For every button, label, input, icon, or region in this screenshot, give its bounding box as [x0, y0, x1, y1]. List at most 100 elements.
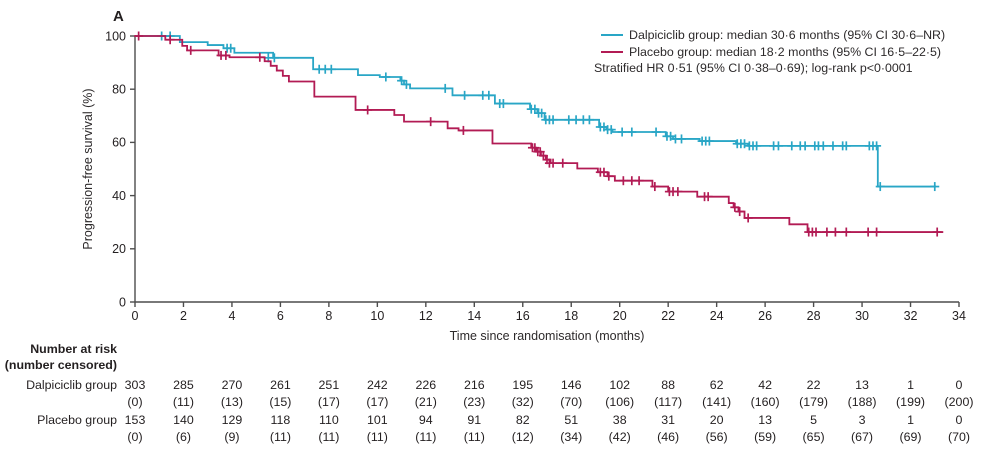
- svg-text:6: 6: [277, 309, 284, 323]
- censored-count: (11): [366, 430, 388, 444]
- svg-text:22: 22: [661, 309, 675, 323]
- at-risk-count: 285: [173, 378, 194, 392]
- legend-row-dalpiciclib: Dalpiciclib group: median 30·6 months (9…: [601, 27, 945, 44]
- censored-count: (141): [702, 395, 732, 409]
- censored-count: (65): [802, 430, 825, 444]
- at-risk-count: 242: [367, 378, 388, 392]
- at-risk-count: 88: [661, 378, 676, 392]
- at-risk-count: 5: [810, 413, 818, 427]
- censored-count: (11): [172, 395, 195, 409]
- svg-text:0: 0: [119, 295, 126, 309]
- censored-count: (9): [224, 430, 240, 444]
- censored-count: (15): [269, 395, 292, 409]
- x-axis-title: Time since randomisation (months): [449, 329, 645, 343]
- at-risk-count: 226: [415, 378, 437, 392]
- at-risk-count: 20: [709, 413, 724, 427]
- censored-count: (42): [608, 430, 631, 444]
- censored-count: (69): [899, 430, 922, 444]
- at-risk-count: 195: [512, 378, 534, 392]
- at-risk-count: 129: [221, 413, 243, 427]
- risk-table-header: Number at risk: [30, 342, 117, 356]
- censored-count: (17): [317, 395, 340, 409]
- censored-count: (179): [799, 395, 829, 409]
- at-risk-count: 91: [467, 413, 482, 427]
- censored-count: (11): [415, 430, 437, 444]
- svg-text:12: 12: [419, 309, 433, 323]
- legend: Dalpiciclib group: median 30·6 months (9…: [594, 27, 945, 77]
- at-risk-count: 0: [955, 413, 963, 427]
- censored-count: (160): [750, 395, 780, 409]
- svg-text:60: 60: [112, 136, 126, 150]
- censored-count: (70): [560, 395, 583, 409]
- svg-text:32: 32: [904, 309, 918, 323]
- censored-count: (11): [318, 430, 340, 444]
- at-risk-count: 261: [270, 378, 291, 392]
- at-risk-count: 118: [270, 413, 291, 427]
- at-risk-count: 94: [418, 413, 433, 427]
- censored-count: (56): [705, 430, 728, 444]
- censor-marks-placebo-group: [134, 31, 942, 237]
- censored-count: (34): [560, 430, 583, 444]
- at-risk-count: 0: [955, 378, 963, 392]
- censored-count: (12): [511, 430, 534, 444]
- censored-count: (11): [463, 430, 485, 444]
- censored-count: (59): [754, 430, 777, 444]
- svg-text:34: 34: [952, 309, 966, 323]
- svg-text:40: 40: [112, 189, 126, 203]
- at-risk-count: 101: [367, 413, 388, 427]
- svg-text:30: 30: [855, 309, 869, 323]
- at-risk-count: 13: [855, 378, 869, 392]
- at-risk-count: 146: [560, 378, 582, 392]
- censored-count: (67): [851, 430, 874, 444]
- censor-marks-dalpiciclib-group: [157, 31, 940, 192]
- svg-text:20: 20: [112, 242, 126, 256]
- y-tick-labels: 0 20 40 60 80 100: [105, 29, 135, 309]
- censored-count: (188): [847, 395, 877, 409]
- censored-count: (21): [414, 395, 437, 409]
- censored-count: (46): [657, 430, 680, 444]
- censored-count: (0): [127, 430, 143, 444]
- legend-label-placebo: Placebo group: median 18·2 months (95% C…: [629, 44, 942, 59]
- censored-count: (11): [269, 430, 291, 444]
- placebo-line-swatch-icon: [601, 50, 623, 53]
- risk-table-subheader: (number censored): [4, 358, 117, 372]
- censored-count: (32): [511, 395, 534, 409]
- censored-count: (200): [944, 395, 974, 409]
- at-risk-count: 31: [661, 413, 676, 427]
- at-risk-count: 82: [515, 413, 530, 427]
- censored-count: (117): [654, 395, 683, 409]
- svg-text:8: 8: [325, 309, 332, 323]
- svg-text:2: 2: [180, 309, 187, 323]
- censored-count: (13): [220, 395, 243, 409]
- at-risk-count: 38: [612, 413, 627, 427]
- censored-count: (106): [605, 395, 635, 409]
- svg-text:26: 26: [758, 309, 772, 323]
- at-risk-count: 216: [463, 378, 485, 392]
- at-risk-count: 153: [124, 413, 146, 427]
- risk-row-label-dalpiciclib: Dalpiciclib group: [26, 378, 117, 392]
- panel-label: A: [113, 8, 124, 25]
- censored-count: (70): [947, 430, 971, 444]
- at-risk-count: 102: [609, 378, 631, 392]
- at-risk-count: 13: [758, 413, 773, 427]
- at-risk-count: 62: [709, 378, 724, 392]
- svg-text:16: 16: [516, 309, 530, 323]
- at-risk-count: 140: [173, 413, 194, 427]
- dalpiciclib-line-swatch-icon: [601, 34, 623, 37]
- km-curve-dalpiciclib-group: [135, 35, 936, 188]
- at-risk-count: 3: [858, 413, 866, 427]
- at-risk-count: 303: [124, 378, 146, 392]
- svg-text:10: 10: [370, 309, 384, 323]
- svg-text:20: 20: [613, 309, 627, 323]
- at-risk-count: 42: [758, 378, 773, 392]
- svg-text:18: 18: [564, 309, 578, 323]
- at-risk-count: 22: [806, 378, 821, 392]
- svg-text:4: 4: [228, 309, 235, 323]
- svg-text:14: 14: [467, 309, 481, 323]
- svg-text:100: 100: [105, 29, 126, 43]
- at-risk-count: 270: [221, 378, 243, 392]
- at-risk-count: 1: [907, 378, 914, 392]
- censored-count: (199): [896, 395, 925, 409]
- x-tick-labels: 0 2 4 6 8 10 12 14 16 18 20 22 24 26 28 30 32 34: [132, 302, 966, 323]
- at-risk-count: 110: [318, 413, 339, 427]
